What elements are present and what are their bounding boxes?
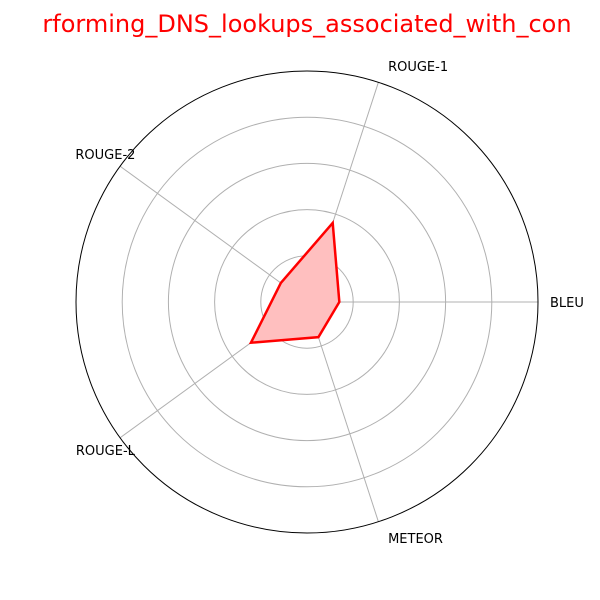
axis-spoke-rouge-2 (119, 165, 308, 303)
axis-label-rouge-l: ROUGE-L (76, 444, 136, 459)
radar-series (248, 219, 341, 345)
series-line (248, 219, 341, 345)
axis-label-rouge-2: ROUGE-2 (75, 148, 135, 163)
axis-labels: BLEU ROUGE-1 ROUGE-2 ROUGE-L METEOR (75, 60, 583, 547)
axis-label-meteor: METEOR (388, 532, 443, 547)
chart-title: rforming_DNS_lookups_associated_with_con (42, 10, 571, 38)
outer-ring (75, 70, 539, 534)
axis-label-bleu: BLEU (550, 296, 584, 311)
axis-label-rouge-1: ROUGE-1 (388, 60, 448, 75)
axis-spoke-meteor (306, 301, 379, 522)
series-area (250, 222, 340, 343)
